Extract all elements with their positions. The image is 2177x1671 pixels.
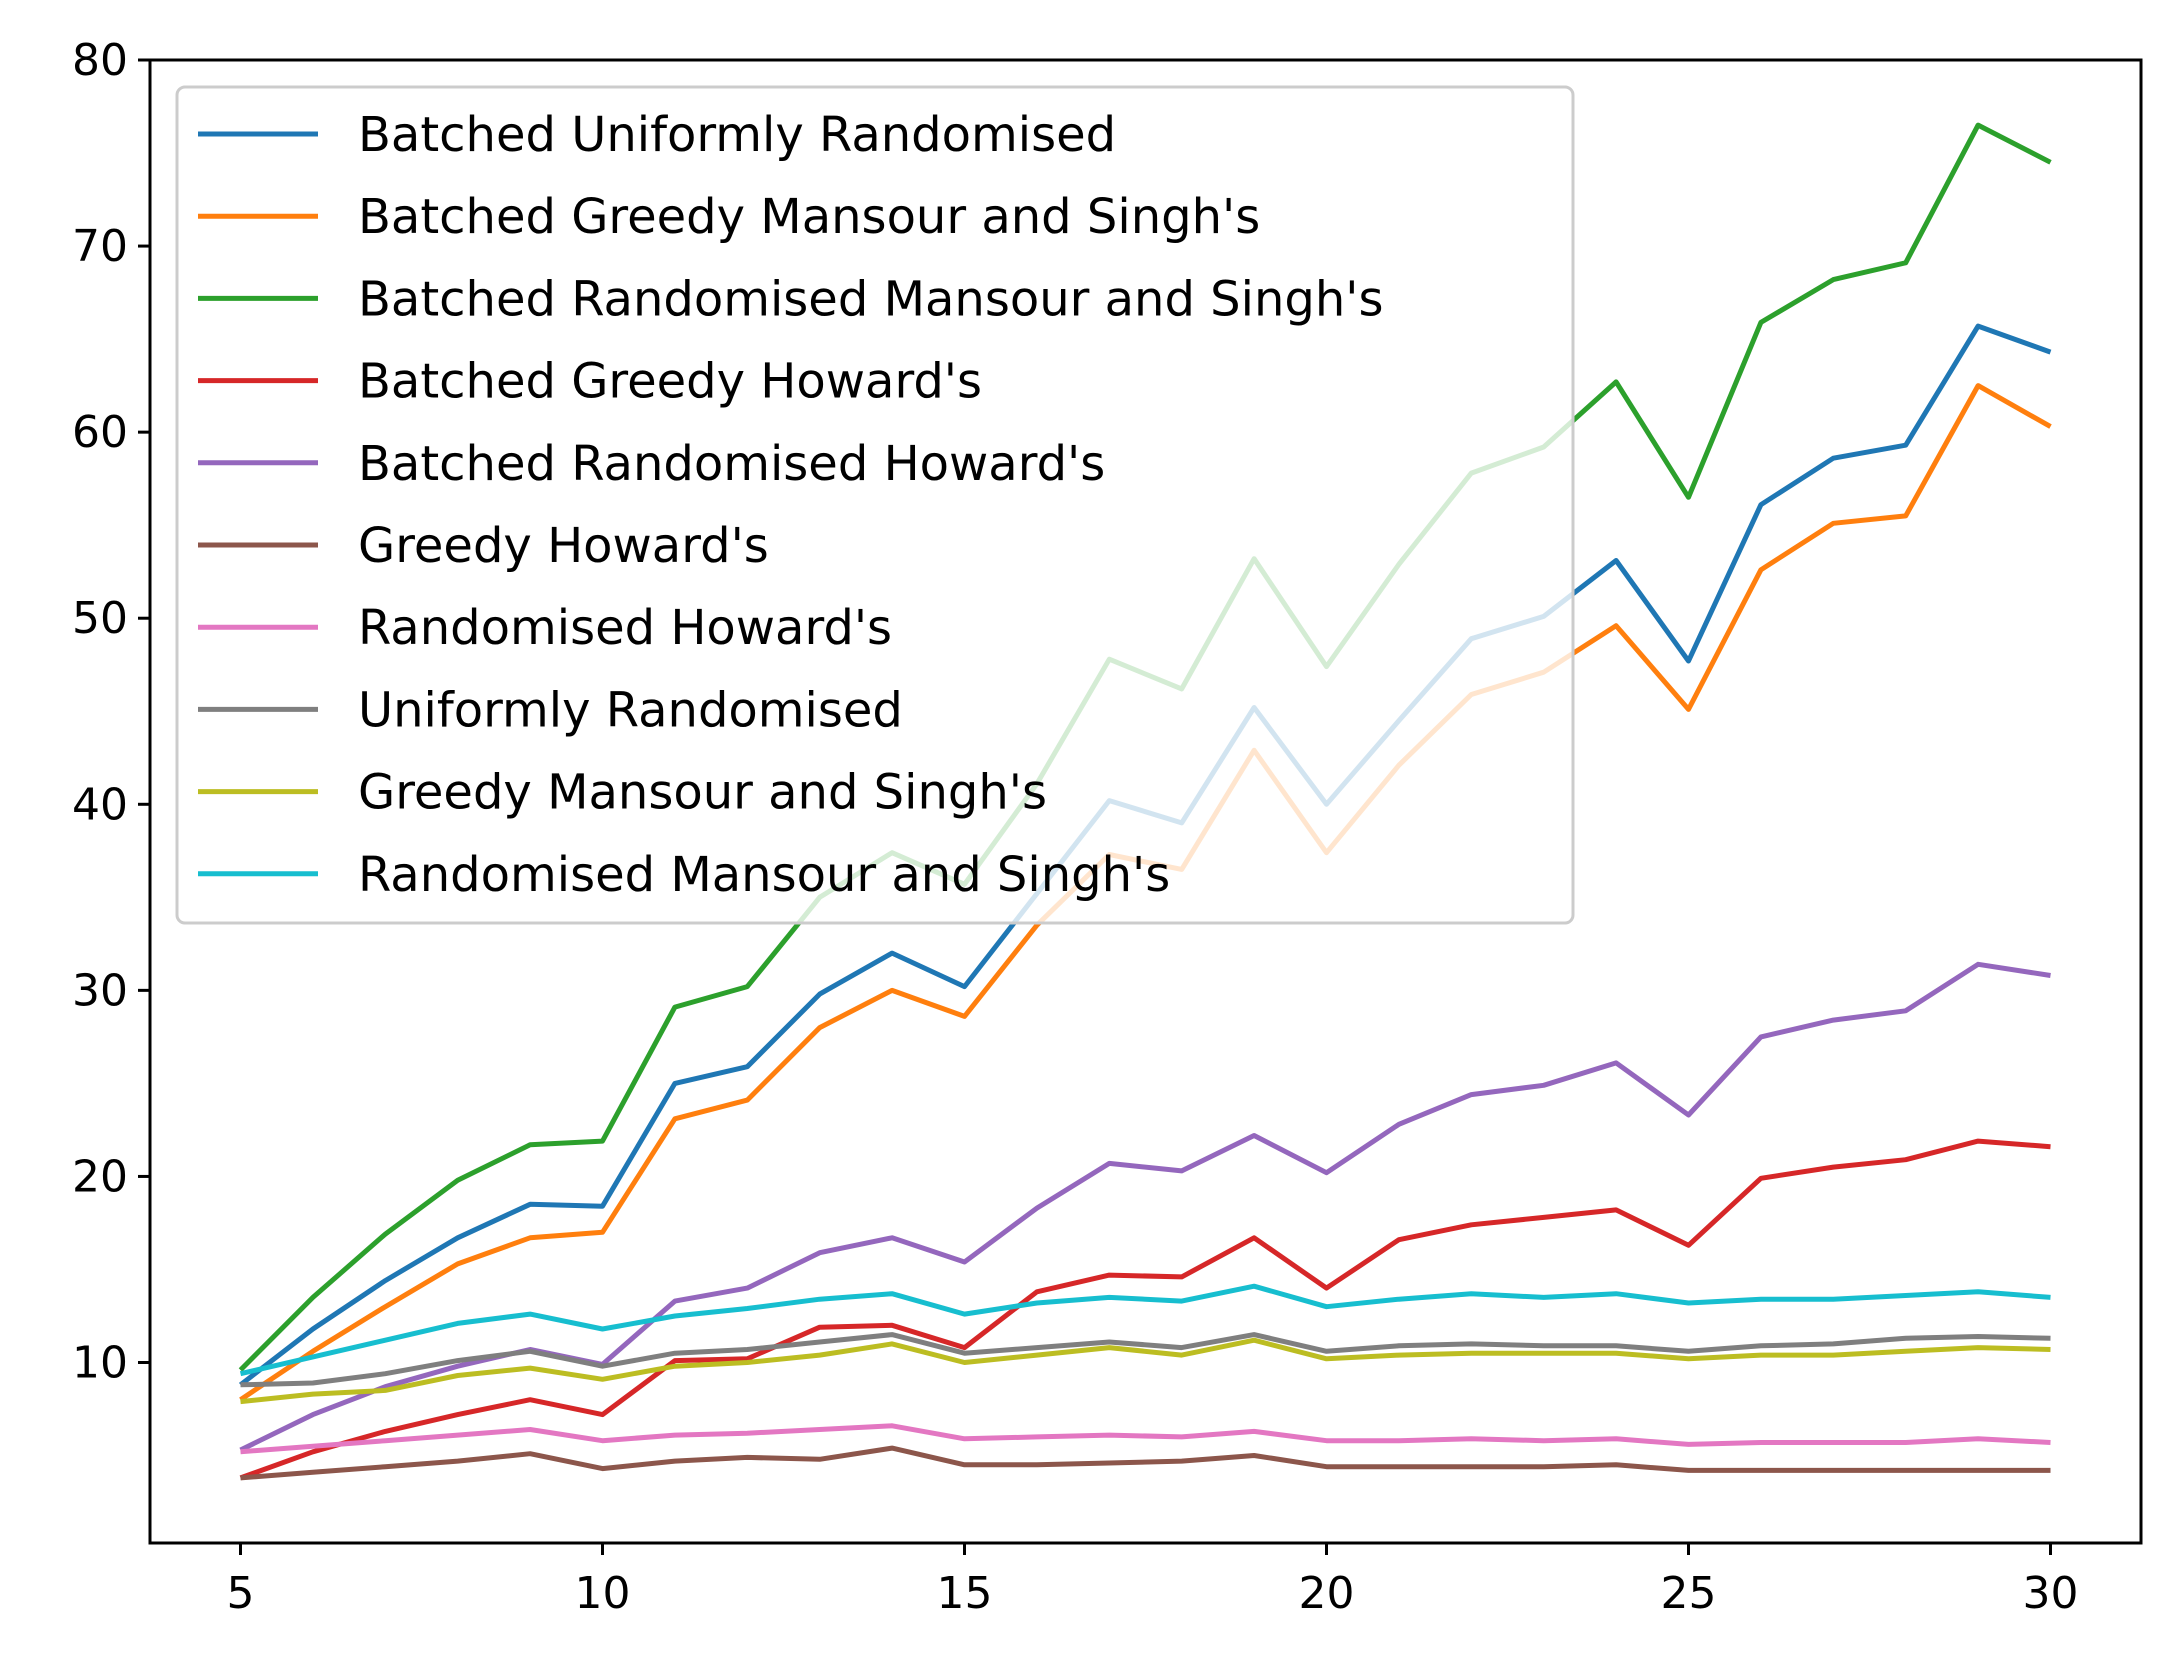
x-tick-label: 10 — [575, 1568, 631, 1619]
y-tick-label: 50 — [72, 593, 128, 644]
x-tick-label: 20 — [1299, 1568, 1355, 1619]
series-line-6 — [240, 1423, 2051, 1455]
y-tick-label: 30 — [72, 965, 128, 1016]
legend-label: Batched Greedy Howard's — [358, 354, 982, 410]
x-tick-label: 25 — [1661, 1568, 1717, 1619]
legend-label: Uniformly Randomised — [358, 682, 903, 738]
y-axis: 10 20 30 40 50 60 70 80 — [72, 35, 150, 1389]
y-tick-label: 10 — [72, 1338, 128, 1389]
series-line-8 — [240, 1337, 2051, 1405]
legend-label: Batched Randomised Howard's — [358, 436, 1105, 492]
legend-label: Randomised Mansour and Singh's — [358, 847, 1170, 903]
plot-frame — [148, 58, 2143, 1545]
legend-label: Greedy Howard's — [358, 518, 769, 574]
legend: Batched Uniformly Randomised Batched Gree… — [175, 85, 1575, 925]
y-tick-label: 70 — [72, 221, 128, 272]
y-tick-label: 40 — [72, 779, 128, 830]
legend-label: Greedy Mansour and Singh's — [358, 765, 1047, 821]
y-tick-label: 80 — [72, 35, 128, 86]
series-line-3 — [239, 1138, 2051, 1481]
x-tick-label: 15 — [937, 1568, 993, 1619]
x-tick-label: 5 — [227, 1568, 255, 1619]
series-line-5 — [240, 1445, 2051, 1481]
x-tick-label: 30 — [2023, 1568, 2079, 1619]
y-tick-label: 60 — [72, 407, 128, 458]
legend-box — [175, 85, 1575, 925]
legend-label: Randomised Howard's — [358, 600, 892, 656]
x-axis: 5 10 15 20 25 30 — [227, 1543, 2079, 1619]
legend-label: Batched Uniformly Randomised — [358, 107, 1116, 163]
series-line-9 — [239, 1283, 2051, 1377]
y-tick-label: 20 — [72, 1151, 128, 1202]
series-line-7 — [240, 1332, 2051, 1388]
legend-label: Batched Greedy Mansour and Singh's — [358, 189, 1260, 245]
legend-label: Batched Randomised Mansour and Singh's — [358, 271, 1383, 327]
